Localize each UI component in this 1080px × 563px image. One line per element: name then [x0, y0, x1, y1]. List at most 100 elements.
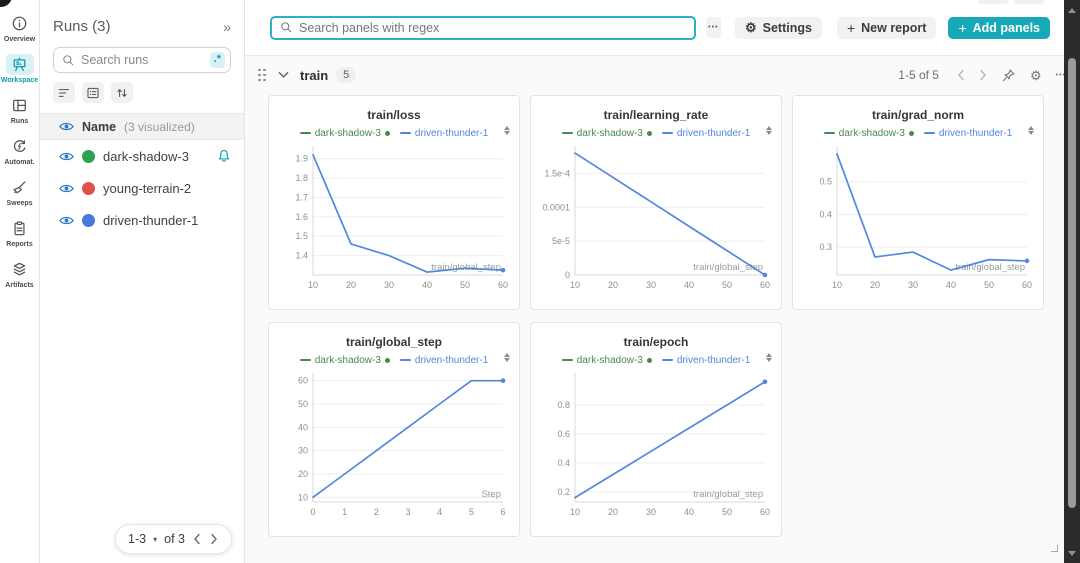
runs-search-box[interactable]: .* [53, 47, 231, 73]
scroll-down-arrow-icon[interactable] [1064, 545, 1080, 561]
chart-panel[interactable]: train/epoch dark-shadow-3 driven-thunder-1… [530, 322, 782, 537]
scroll-up-arrow-icon[interactable] [1064, 2, 1080, 18]
train-section-header: train 5 1-5 of 5 ⚙ ••• [245, 56, 1080, 94]
legend-entry[interactable]: driven-thunder-1 [923, 128, 1012, 139]
chart-plot[interactable]: 0 5e-5 0.0001 1.5e-4 10 20 30 40 50 60 train/globa… [541, 142, 773, 294]
legend-entry[interactable]: dark-shadow-3 [299, 128, 390, 139]
runs-table-header[interactable]: Name (3 visualized) [40, 113, 244, 140]
runs-panel-title: Runs (3) [53, 18, 111, 35]
svg-text:1.6: 1.6 [295, 212, 308, 222]
sidebar-item-automations[interactable]: Automat. [0, 136, 40, 166]
svg-text:0: 0 [310, 507, 315, 517]
sidebar-item-overview[interactable]: Overview [0, 13, 40, 43]
eye-visibility-icon[interactable] [59, 215, 74, 226]
eye-visibility-icon[interactable] [59, 183, 74, 194]
sort-runs-button[interactable] [111, 82, 133, 103]
legend-entry[interactable]: dark-shadow-3 [823, 128, 914, 139]
panel-search-box[interactable] [270, 15, 696, 40]
sidebar-item-artifacts[interactable]: Artifacts [0, 259, 40, 289]
gear-icon[interactable]: ⚙ [1029, 67, 1042, 83]
sidebar-item-sweeps[interactable]: Sweeps [0, 177, 40, 207]
prev-panels-button[interactable] [957, 69, 965, 81]
svg-text:40: 40 [422, 280, 432, 290]
group-icon [86, 86, 100, 100]
more-options-button[interactable]: ••• [705, 17, 721, 38]
vertical-scrollbar[interactable] [1064, 0, 1080, 563]
svg-text:20: 20 [608, 280, 618, 290]
legend-line-swatch [661, 132, 673, 134]
pin-icon[interactable] [1001, 68, 1016, 83]
plus-icon: + [958, 19, 967, 36]
legend-line-swatch [561, 359, 573, 361]
settings-button[interactable]: ⚙ Settings [734, 16, 822, 39]
eye-visibility-icon[interactable] [59, 121, 74, 132]
chart-plot[interactable]: 0.2 0.4 0.6 0.8 10 20 30 40 50 60 train/global_ste… [541, 369, 773, 521]
section-more-button[interactable]: ••• [1055, 71, 1066, 79]
svg-text:30: 30 [298, 446, 308, 456]
svg-text:30: 30 [646, 280, 656, 290]
sidebar-item-workspace[interactable]: Workspace [0, 54, 40, 84]
section-title[interactable]: train [300, 67, 329, 83]
panel-search-input[interactable] [299, 20, 686, 35]
panel-sort-icon[interactable] [1028, 126, 1034, 135]
svg-text:30: 30 [646, 507, 656, 517]
panel-sort-icon[interactable] [504, 353, 510, 362]
next-page-button[interactable] [209, 533, 219, 545]
gear-icon: ⚙ [744, 20, 757, 35]
run-name[interactable]: young-terrain-2 [103, 180, 192, 196]
drag-handle-icon[interactable] [258, 68, 266, 82]
bell-notification-icon[interactable] [216, 148, 232, 164]
collapse-sidebar-icon[interactable]: » [223, 18, 231, 35]
sidebar-item-label: Runs [10, 118, 29, 125]
chart-plot[interactable]: 0.3 0.4 0.5 10 20 30 40 50 60 train/global_step [803, 142, 1035, 294]
chart-title: train/epoch [623, 335, 689, 349]
run-row-driven-thunder-1[interactable]: driven-thunder-1 [40, 204, 244, 236]
legend-entry[interactable]: dark-shadow-3 [561, 128, 652, 139]
legend-run-name: dark-shadow-3 [314, 354, 381, 366]
svg-text:train/global_step: train/global_step [693, 489, 763, 500]
svg-text:0.2: 0.2 [557, 487, 570, 497]
legend-entry[interactable]: driven-thunder-1 [399, 355, 488, 366]
chart-panel[interactable]: train/grad_norm dark-shadow-3 driven-thund… [792, 95, 1044, 310]
regex-toggle[interactable]: .* [209, 52, 225, 68]
chart-legend: dark-shadow-3 driven-thunder-1 [541, 353, 771, 367]
panel-sort-icon[interactable] [766, 126, 772, 135]
runs-table-icon [11, 97, 28, 114]
legend-entry[interactable]: dark-shadow-3 [299, 354, 390, 366]
page-range[interactable]: 1-3 [128, 532, 147, 546]
run-row-dark-shadow-3[interactable]: dark-shadow-3 [40, 140, 244, 172]
chart-panel[interactable]: train/global_step dark-shadow-3 driven-thu… [268, 322, 520, 537]
run-name[interactable]: dark-shadow-3 [103, 148, 189, 164]
group-runs-button[interactable] [82, 82, 104, 103]
sort-icon [115, 86, 129, 100]
legend-entry[interactable]: dark-shadow-3 [561, 355, 652, 366]
legend-entry[interactable]: driven-thunder-1 [661, 355, 750, 366]
legend-line-swatch [299, 132, 311, 134]
sidebar-item-runs[interactable]: Runs [0, 95, 40, 125]
resize-handle-icon[interactable] [1051, 545, 1058, 552]
scrollbar-thumb[interactable] [1068, 58, 1076, 508]
legend-line-swatch [823, 132, 835, 134]
chart-plot[interactable]: 10 20 30 40 50 60 0 1 2 3 4 5 6 Step [279, 369, 511, 521]
panel-sort-icon[interactable] [766, 353, 772, 362]
run-row-young-terrain-2[interactable]: young-terrain-2 [40, 172, 244, 204]
next-panels-button[interactable] [979, 69, 987, 81]
eye-visibility-icon[interactable] [59, 151, 74, 162]
new-report-button[interactable]: + New report [836, 16, 937, 39]
runs-search-input[interactable] [81, 53, 210, 67]
run-name[interactable]: driven-thunder-1 [103, 212, 199, 228]
chart-plot[interactable]: 1.41.51.61.71.81.910 20 30 40 50 60train/glob… [279, 142, 511, 294]
sidebar-item-reports[interactable]: Reports [0, 218, 40, 248]
chart-panel[interactable]: train/learning_rate dark-shadow-3 driven-t… [530, 95, 782, 310]
chevron-down-icon[interactable] [278, 71, 289, 79]
panel-grid: train/loss dark-shadow-3 driven-thunder-1 1… [268, 95, 1044, 537]
chart-panel[interactable]: train/loss dark-shadow-3 driven-thunder-1 1… [268, 95, 520, 310]
filter-runs-button[interactable] [53, 82, 75, 103]
add-panels-button[interactable]: + Add panels [948, 16, 1050, 39]
prev-page-button[interactable] [192, 533, 202, 545]
chart-legend: dark-shadow-3 driven-thunder-1 [803, 126, 1033, 140]
legend-entry[interactable]: driven-thunder-1 [399, 128, 488, 139]
svg-text:10: 10 [298, 492, 308, 502]
legend-entry[interactable]: driven-thunder-1 [661, 128, 750, 139]
panel-sort-icon[interactable] [504, 126, 510, 135]
